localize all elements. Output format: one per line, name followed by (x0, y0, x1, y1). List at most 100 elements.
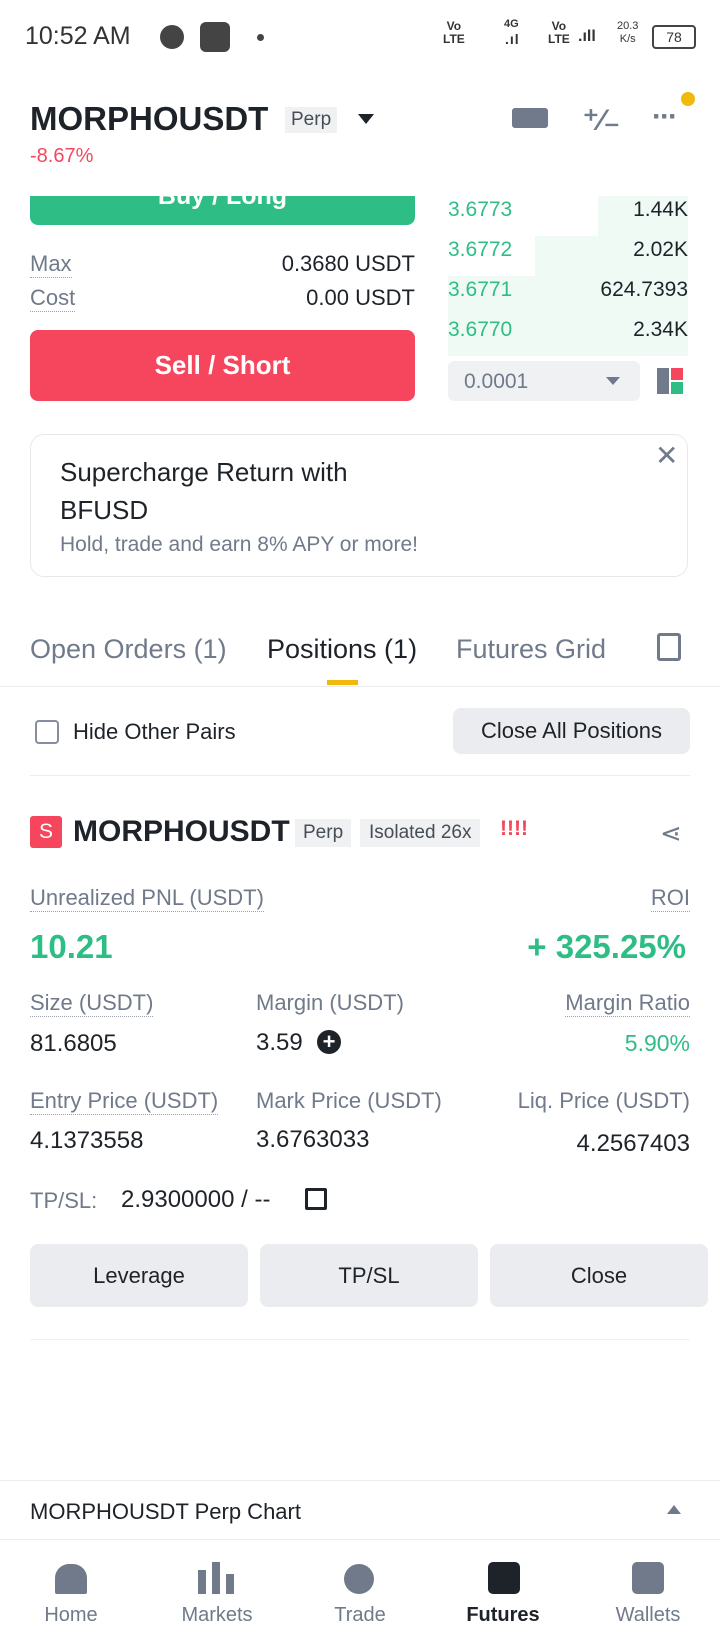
volte-top: Vo (446, 19, 462, 33)
expand-arrow (667, 1505, 681, 1514)
mark-label: Mark Price (USDT) (256, 1088, 442, 1113)
app-icon (200, 22, 230, 52)
symbol-dropdown[interactable] (358, 114, 374, 124)
depth-bar (448, 316, 688, 356)
volte-bottom: LTE (548, 32, 570, 46)
nav-item[interactable]: Futures (466, 1604, 540, 1626)
book-qty: 2.34K (633, 318, 688, 341)
side-badge: S (30, 816, 62, 848)
tab-indicator (327, 680, 358, 685)
signal: .ıll (578, 28, 596, 45)
tab[interactable]: Open Orders (1) (30, 634, 227, 664)
add-margin[interactable]: + (317, 1030, 341, 1054)
share-icon[interactable]: ⋖ (660, 818, 682, 848)
nav-item[interactable]: Markets (181, 1604, 253, 1626)
book-qty: 624.7393 (600, 278, 688, 301)
close-button[interactable]: Close (490, 1244, 708, 1307)
markets-icon (198, 1570, 206, 1594)
futures-icon (488, 1562, 520, 1594)
history-icon[interactable] (657, 633, 681, 661)
roi-label: ROI (650, 885, 690, 912)
margin-label: Margin (USDT) (256, 990, 404, 1015)
network-type: 4G (504, 18, 519, 30)
depth-select[interactable]: 0.0001 (448, 361, 640, 401)
checkbox[interactable] (35, 720, 59, 744)
volte: Vo LTE (443, 20, 465, 46)
markets-icon (212, 1562, 220, 1594)
battery: 78 (652, 25, 696, 49)
book-price: 3.6771 (448, 278, 513, 301)
leverage-button[interactable]: Leverage (30, 1244, 248, 1307)
chart-icon[interactable] (512, 108, 548, 128)
depth-arrow (606, 377, 620, 385)
divider (0, 686, 720, 687)
chart-bar[interactable]: MORPHOUSDT Perp Chart (0, 1480, 720, 1540)
book-layout-icon (671, 368, 683, 380)
book-price: 3.6770 (448, 318, 513, 341)
hide-pairs-label: Hide Other Pairs (73, 719, 236, 744)
book-layout-icon (671, 382, 683, 394)
volte-top: Vo (551, 19, 567, 33)
more-icon[interactable]: ··· (652, 100, 678, 133)
cost-value: 0.00 USDT (306, 285, 415, 310)
app-icon (160, 25, 184, 49)
divider (30, 1339, 690, 1340)
net-speed: 20.3 K/s (617, 20, 638, 46)
mark-value: 3.6763033 (256, 1126, 370, 1153)
home-icon (55, 1564, 87, 1594)
chart-bar-label: MORPHOUSDT Perp Chart (30, 1499, 301, 1524)
nav-item[interactable]: Wallets (615, 1604, 681, 1626)
nav-item[interactable]: Home (44, 1604, 98, 1626)
margin-mode: Isolated 26x (360, 819, 481, 847)
edit-tpsl[interactable] (305, 1188, 327, 1210)
book-qty: 1.44K (633, 198, 688, 221)
volte-bottom: LTE (443, 32, 465, 46)
book-price: 3.6773 (448, 198, 513, 221)
sell-button[interactable]: Sell / Short (30, 330, 415, 401)
margin-value: 3.59 (256, 1029, 303, 1056)
depth-bar (535, 236, 688, 276)
status-time: 10:52 AM (25, 22, 131, 50)
position-symbol[interactable]: MORPHOUSDT (73, 815, 290, 848)
book-layout-icon[interactable] (657, 368, 669, 394)
nav-item[interactable]: Trade (334, 1604, 386, 1626)
promo-banner[interactable]: Supercharge Return with BFUSD Hold, trad… (30, 434, 688, 577)
size-value: 81.6805 (30, 1030, 117, 1057)
entry-label: Entry Price (USDT) (30, 1088, 219, 1115)
max-value: 0.3680 USDT (281, 251, 415, 276)
banner-close[interactable]: ✕ (655, 440, 679, 471)
book-price: 3.6772 (448, 238, 513, 261)
wallets-icon (632, 1562, 664, 1594)
entry-value: 4.1373558 (30, 1127, 144, 1154)
tpsl-label: TP/SL: (30, 1188, 98, 1213)
close-all-button[interactable]: Close All Positions (453, 708, 690, 754)
speed: 20.3 (617, 20, 639, 32)
tab[interactable]: Futures Grid (456, 634, 607, 664)
depth-bar (598, 196, 688, 236)
depth-value: 0.0001 (464, 370, 529, 393)
speed-unit: K/s (619, 33, 636, 45)
liq-value: 4.2567403 (576, 1130, 690, 1157)
symbol[interactable]: MORPHOUSDT (30, 100, 269, 137)
book-qty: 2.02K (633, 238, 688, 261)
tpsl-button[interactable]: TP/SL (260, 1244, 478, 1307)
perp-tag: Perp (285, 107, 338, 133)
banner-title: BFUSD (60, 495, 149, 525)
badge (681, 92, 695, 106)
calculator-icon[interactable]: ⁺⁄₋ (583, 104, 620, 137)
notification-dot (257, 34, 264, 41)
pnl-value: 10.21 (30, 928, 113, 965)
ratio-label: Margin Ratio (565, 990, 690, 1017)
markets-icon (226, 1574, 234, 1594)
tab[interactable]: Positions (1) (267, 634, 418, 664)
cost-label: Cost (30, 285, 76, 312)
adl-indicator: !!!! (500, 817, 528, 840)
depth-bar (448, 276, 688, 316)
perp-tag: Perp (295, 819, 352, 847)
pnl-label: Unrealized PNL (USDT) (30, 885, 264, 912)
banner-title: Supercharge Return with (60, 457, 348, 487)
divider (30, 775, 690, 776)
signal: .ıl (505, 31, 520, 47)
buy-button[interactable]: Buy / Long (30, 196, 415, 225)
